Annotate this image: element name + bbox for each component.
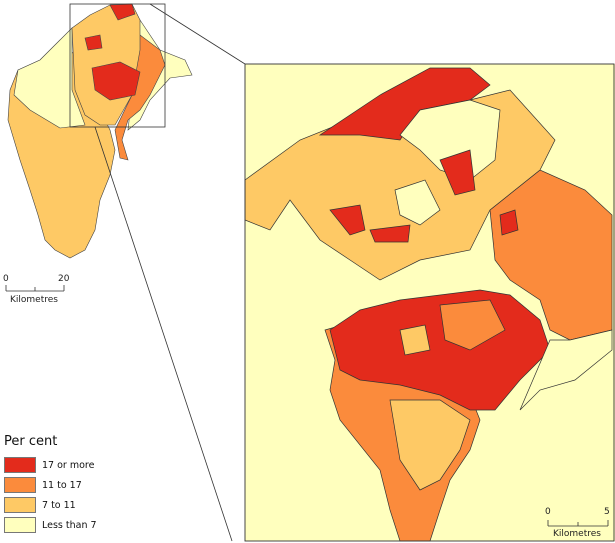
overview-region-west (13, 27, 86, 129)
legend-label: 11 to 17 (42, 479, 82, 491)
detail-frame (244, 63, 615, 542)
detail-region-red-east-north (439, 149, 476, 196)
detail-map (244, 63, 615, 542)
overview-extent-box (69, 3, 166, 128)
legend-item: Less than 7 (4, 515, 97, 535)
detail-region-pale-center (394, 179, 441, 226)
detail-scale-bar (547, 520, 609, 527)
detail-region-central-orange (439, 299, 506, 351)
overview-scale-unit: Kilometres (10, 295, 58, 305)
legend-swatch (4, 497, 36, 513)
connector-line-top (149, 3, 246, 65)
overview-urban-red-south (91, 61, 141, 101)
detail-region-red-east-mid (499, 209, 519, 236)
detail-region-north-red (318, 67, 491, 141)
legend-swatch (4, 477, 36, 493)
overview-scale-bar (5, 285, 65, 292)
connector-line-bottom (94, 126, 233, 542)
detail-scale-end: 5 (604, 507, 610, 517)
legend-label: 7 to 11 (42, 499, 76, 511)
legend-item: 17 or more (4, 455, 97, 475)
detail-region-north-pale (399, 99, 501, 181)
legend-swatch (4, 457, 36, 473)
overview-scale-start: 0 (3, 274, 9, 284)
detail-scale-start: 0 (545, 507, 551, 517)
legend-title: Per cent (4, 434, 58, 449)
legend-item: 7 to 11 (4, 495, 97, 515)
legend-label: 17 or more (42, 459, 95, 471)
legend-swatch (4, 517, 36, 533)
legend-item: 11 to 17 (4, 475, 97, 495)
detail-scale-unit: Kilometres (553, 529, 601, 539)
detail-region-west-red-2 (369, 224, 411, 243)
legend-label: Less than 7 (42, 519, 97, 531)
detail-region-central-light (399, 324, 431, 356)
overview-region-orange (114, 34, 166, 161)
detail-region-east-pale (519, 329, 613, 411)
detail-region-south-light (389, 399, 471, 491)
legend: Per cent 17 or more 11 to 17 7 to 11 Les… (4, 434, 97, 535)
overview-map (7, 3, 193, 259)
overview-urban-red-mid (84, 34, 103, 51)
detail-region-west-red (329, 204, 366, 236)
overview-scale-end: 20 (58, 274, 70, 284)
